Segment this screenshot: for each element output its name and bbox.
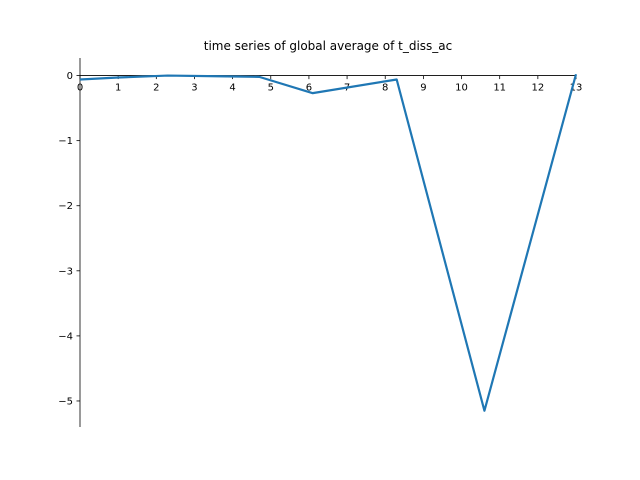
x-tick-label: 4 <box>229 83 235 94</box>
x-tick-label: 11 <box>493 83 506 94</box>
x-tick-label: 13 <box>570 83 583 94</box>
x-tick-label: 9 <box>420 83 426 94</box>
y-tick-label: 0 <box>67 71 73 82</box>
x-tick-label: 10 <box>455 83 468 94</box>
chart-title: time series of global average of t_diss_… <box>204 39 453 53</box>
x-tick-label: 8 <box>382 83 388 94</box>
series-lines <box>79 73 578 412</box>
y-tick-label: −3 <box>58 266 73 277</box>
y-axis-ticks: 0 −1 −2 −3 −4 −5 <box>58 71 80 407</box>
x-tick-label: 1 <box>115 83 121 94</box>
y-tick-label: −4 <box>58 331 73 342</box>
x-tick-label: 12 <box>531 83 544 94</box>
y-tick-label: −5 <box>58 396 73 407</box>
x-tick-label: 0 <box>77 83 83 94</box>
x-tick-label: 6 <box>306 83 312 94</box>
series-line <box>79 73 578 412</box>
x-tick-label: 2 <box>153 83 159 94</box>
y-tick-label: −1 <box>58 136 73 147</box>
y-tick-label: −2 <box>58 201 73 212</box>
axes <box>79 58 576 427</box>
x-tick-label: 5 <box>268 83 274 94</box>
x-tick-label: 3 <box>191 83 197 94</box>
